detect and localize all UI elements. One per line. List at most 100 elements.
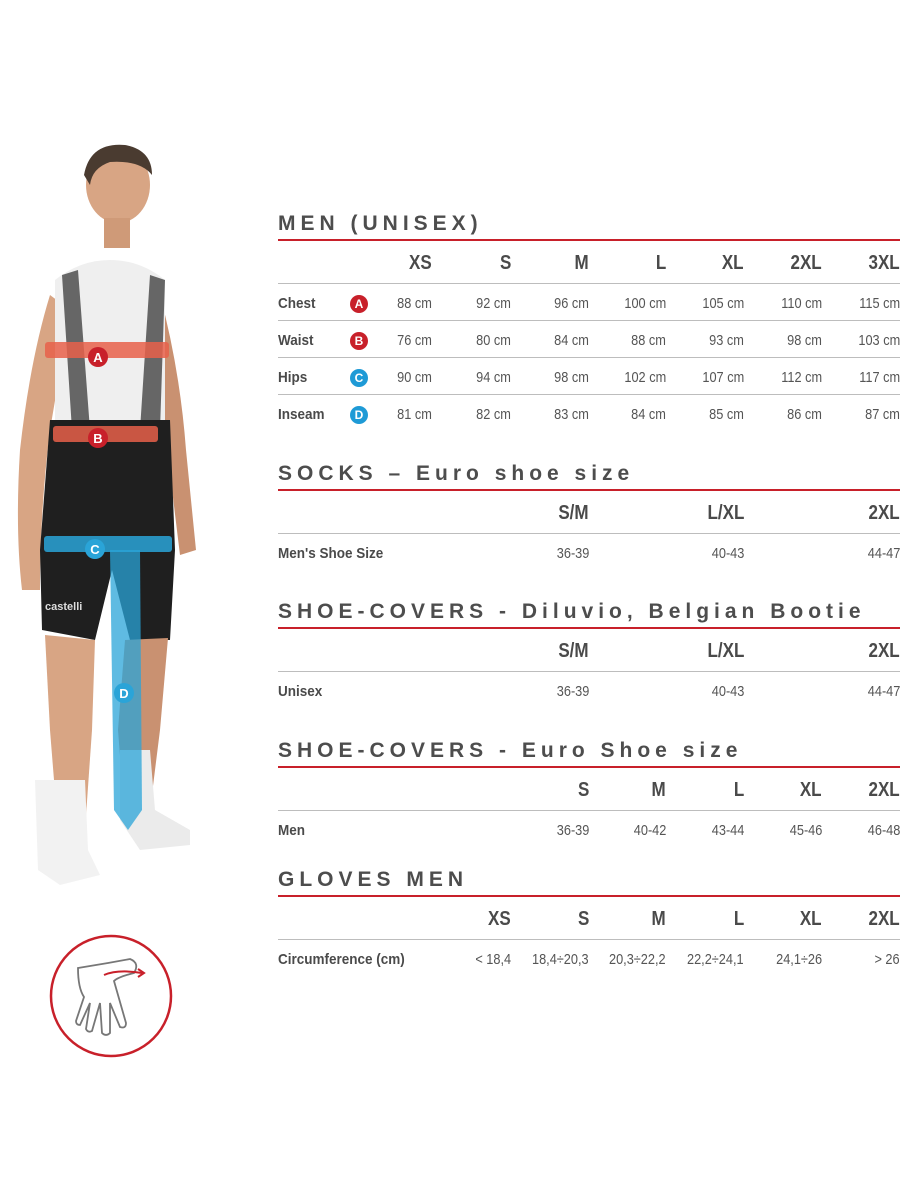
size-value: 83 cm xyxy=(554,406,589,423)
size-header: M xyxy=(651,779,666,801)
size-value: 82 cm xyxy=(476,406,511,423)
size-value: 40-42 xyxy=(633,822,666,839)
size-value: 107 cm xyxy=(702,369,744,386)
label-d-icon: D xyxy=(114,683,134,703)
size-value: 36-39 xyxy=(556,822,589,839)
size-value: 84 cm xyxy=(631,406,666,423)
size-value: 81 cm xyxy=(397,406,432,423)
row-divider xyxy=(278,394,900,395)
size-header: 2XL xyxy=(868,779,900,801)
size-header: M xyxy=(574,252,589,274)
size-value: 100 cm xyxy=(624,295,666,312)
size-header: S/M xyxy=(558,640,589,662)
size-header: S xyxy=(577,779,589,801)
size-header: S xyxy=(499,252,511,274)
size-value: 40-43 xyxy=(711,683,744,700)
svg-text:C: C xyxy=(90,542,100,557)
size-value: 86 cm xyxy=(787,406,822,423)
size-value: 87 cm xyxy=(865,406,900,423)
svg-text:D: D xyxy=(119,686,128,701)
size-header: 2XL xyxy=(790,252,822,274)
size-header: L xyxy=(655,252,666,274)
head xyxy=(86,147,150,223)
section-title: GLOVES MEN xyxy=(278,868,469,891)
size-value: 110 cm xyxy=(781,295,822,312)
size-value: 115 cm xyxy=(859,295,900,312)
size-header: XS xyxy=(409,252,432,274)
size-value: 44-47 xyxy=(867,545,900,562)
section-title: MEN (UNISEX) xyxy=(278,212,483,235)
section-divider xyxy=(278,895,900,897)
measure-badge-icon: A xyxy=(350,295,368,313)
size-value: 98 cm xyxy=(787,332,822,349)
row-divider xyxy=(278,810,900,811)
measure-badge-icon: C xyxy=(350,369,368,387)
svg-text:A: A xyxy=(93,350,103,365)
size-value: 96 cm xyxy=(554,295,589,312)
size-value: 84 cm xyxy=(554,332,589,349)
size-header: L xyxy=(733,908,744,930)
row-label: Inseam xyxy=(278,406,325,423)
section-title: SHOE-COVERS - Diluvio, Belgian Bootie xyxy=(278,600,866,623)
row-label: Unisex xyxy=(278,683,323,700)
size-header: S xyxy=(577,908,589,930)
chest-band xyxy=(45,342,169,358)
size-value: 88 cm xyxy=(631,332,666,349)
size-value: 92 cm xyxy=(476,295,511,312)
size-header: L/XL xyxy=(707,502,744,524)
size-header: 2XL xyxy=(868,502,900,524)
size-value: 46-48 xyxy=(867,822,900,839)
section-title: SHOE-COVERS - Euro Shoe size xyxy=(278,739,743,762)
size-value: > 26 xyxy=(874,951,900,968)
row-label: Men xyxy=(278,822,305,839)
row-divider xyxy=(278,357,900,358)
label-c-icon: C xyxy=(85,539,105,559)
size-header: 2XL xyxy=(868,640,900,662)
size-value: 117 cm xyxy=(859,369,900,386)
size-value: 98 cm xyxy=(554,369,589,386)
hair xyxy=(84,144,152,185)
size-header: 3XL xyxy=(868,252,900,274)
size-value: 20,3÷22,2 xyxy=(609,951,666,968)
size-value: 24,1÷26 xyxy=(775,951,822,968)
section-divider xyxy=(278,239,900,241)
size-value: 18,4÷20,3 xyxy=(532,951,589,968)
size-value: 93 cm xyxy=(709,332,744,349)
row-label: Waist xyxy=(278,332,314,349)
row-divider xyxy=(278,283,900,284)
size-value: 44-47 xyxy=(867,683,900,700)
left-sock xyxy=(35,780,100,885)
model-figure-illustration: castelli A B C D xyxy=(17,144,196,885)
neck xyxy=(104,218,130,248)
size-header: M xyxy=(651,908,666,930)
size-value: 90 cm xyxy=(397,369,432,386)
row-label: Circumference (cm) xyxy=(278,951,405,968)
size-header: 2XL xyxy=(868,908,900,930)
size-header: XL xyxy=(722,252,744,274)
size-value: 85 cm xyxy=(709,406,744,423)
row-divider xyxy=(278,671,900,672)
size-header: XL xyxy=(800,908,822,930)
size-header: L/XL xyxy=(707,640,744,662)
row-label: Hips xyxy=(278,369,308,386)
size-header: XL xyxy=(800,779,822,801)
measure-badge-icon: B xyxy=(350,332,368,350)
size-value: 36-39 xyxy=(556,683,589,700)
section-divider xyxy=(278,489,900,491)
size-header: XS xyxy=(488,908,511,930)
size-value: 80 cm xyxy=(476,332,511,349)
measure-badge-icon: D xyxy=(350,406,368,424)
hips-band xyxy=(44,536,172,552)
size-value: 22,2÷24,1 xyxy=(687,951,744,968)
size-value: 103 cm xyxy=(858,332,900,349)
label-b-icon: B xyxy=(88,428,108,448)
row-divider xyxy=(278,320,900,321)
label-a-icon: A xyxy=(88,347,108,367)
section-divider xyxy=(278,766,900,768)
row-divider xyxy=(278,939,900,940)
size-value: 43-44 xyxy=(711,822,744,839)
row-divider xyxy=(278,533,900,534)
brand-logo: castelli xyxy=(45,601,82,613)
size-value: 94 cm xyxy=(476,369,511,386)
section-title: SOCKS – Euro shoe size xyxy=(278,462,635,485)
